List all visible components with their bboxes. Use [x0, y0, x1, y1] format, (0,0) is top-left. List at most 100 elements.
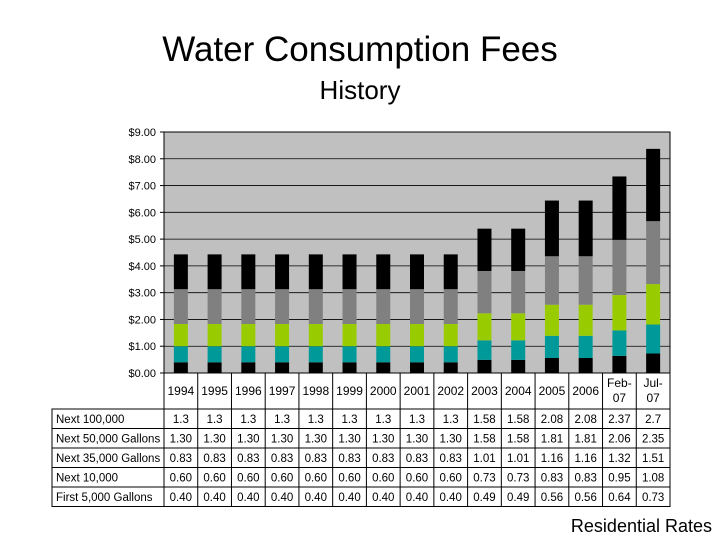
x-category-label: 1994	[168, 384, 195, 398]
bar-segment	[646, 324, 661, 354]
bar-segment	[511, 270, 526, 314]
table-cell: 0.40	[170, 492, 192, 504]
table-cell: 0.40	[271, 492, 293, 504]
x-category-label: Jul-	[643, 376, 662, 390]
table-cell: 1.3	[342, 414, 358, 426]
x-category-label: 1998	[302, 384, 329, 398]
bar-segment	[443, 254, 458, 290]
x-category-label: 2003	[471, 384, 498, 398]
bar-segment	[376, 289, 391, 324]
table-row-label: Next 100,000	[56, 414, 124, 426]
table-cell: 0.83	[372, 453, 394, 465]
table-cell: 0.83	[574, 473, 596, 485]
table-cell: 1.32	[608, 453, 630, 465]
x-category-label: 2002	[437, 384, 464, 398]
bar-segment	[646, 148, 661, 222]
bar-segment	[511, 313, 526, 341]
bar-segment	[275, 323, 290, 347]
bar-segment	[612, 176, 627, 240]
table-cell: 1.3	[443, 414, 459, 426]
y-tick-label: $2.00	[128, 314, 156, 326]
table-cell: 0.60	[271, 473, 293, 485]
table-cell: 2.37	[608, 414, 630, 426]
table-cell: 0.83	[406, 453, 428, 465]
bar-segment	[308, 346, 323, 363]
bar-segment	[544, 256, 559, 305]
table-cell: 1.81	[574, 434, 596, 446]
x-category-label: 2004	[505, 384, 532, 398]
bar-segment	[410, 254, 424, 290]
bar-segment	[477, 313, 492, 341]
table-cell: 0.60	[203, 473, 225, 485]
bar-segment	[544, 200, 559, 257]
bar-segment	[173, 346, 188, 363]
bar-segment	[544, 304, 559, 336]
table-cell: 1.58	[507, 414, 529, 426]
bar-segment	[241, 323, 256, 347]
table-cell: 1.3	[173, 414, 189, 426]
chart-subtitle: History	[319, 75, 401, 105]
bar-segment	[511, 340, 526, 360]
bar-segment	[275, 346, 290, 363]
table-cell: 0.60	[305, 473, 327, 485]
table-cell: 0.60	[237, 473, 259, 485]
table-cell: 0.40	[237, 492, 259, 504]
bar-segment	[443, 289, 458, 324]
table-cell: 2.06	[608, 434, 630, 446]
table-cell: 0.40	[406, 492, 428, 504]
bar-segment	[207, 362, 222, 373]
bar-segment	[241, 362, 256, 373]
bar-segment	[308, 289, 323, 324]
table-cell: 0.60	[440, 473, 462, 485]
bar-segment	[511, 228, 526, 271]
table-cell: 0.40	[440, 492, 462, 504]
x-category-label: 07	[646, 391, 660, 405]
table-cell: 1.16	[541, 453, 563, 465]
bar-segment	[578, 304, 593, 336]
table-cell: 0.95	[608, 473, 630, 485]
table-cell: 1.30	[338, 434, 360, 446]
bar-segment	[342, 346, 357, 363]
table-cell: 2.35	[642, 434, 664, 446]
table-cell: 1.30	[203, 434, 225, 446]
bar-segment	[410, 346, 424, 363]
bar-segment	[410, 323, 424, 347]
bar-segment	[342, 323, 357, 347]
bar-segment	[173, 254, 188, 290]
bar-segment	[477, 359, 492, 373]
table-cell: 0.73	[507, 473, 529, 485]
bar-segment	[342, 254, 357, 290]
table-cell: 1.3	[409, 414, 425, 426]
bar-segment	[612, 330, 627, 356]
table-cell: 1.30	[237, 434, 259, 446]
table-cell: 1.30	[170, 434, 192, 446]
bar-segment	[410, 362, 424, 373]
x-category-label: 1999	[336, 384, 363, 398]
bar-segment	[477, 340, 492, 360]
x-category-label: 07	[613, 391, 627, 405]
table-row-label: Next 10,000	[56, 473, 118, 485]
bar-segment	[275, 289, 290, 324]
y-tick-label: $1.00	[128, 341, 156, 353]
y-tick-label: $3.00	[128, 288, 156, 300]
table-cell: 1.51	[642, 453, 664, 465]
table-cell: 1.30	[372, 434, 394, 446]
table-cell: 1.58	[507, 434, 529, 446]
table-cell: 0.40	[203, 492, 225, 504]
table-cell: 0.83	[541, 473, 563, 485]
x-category-label: 2000	[370, 384, 397, 398]
table-cell: 1.16	[574, 453, 596, 465]
bar-segment	[646, 221, 661, 285]
bar-segment	[241, 254, 256, 290]
bar-segment	[173, 323, 188, 347]
bar-segment	[578, 335, 593, 359]
bar-segment	[646, 284, 661, 325]
table-row-label: First 5,000 Gallons	[56, 492, 153, 504]
x-category-label: 1997	[269, 384, 296, 398]
bar-segment	[477, 270, 492, 314]
bar-segment	[342, 362, 357, 373]
x-category-label: 2001	[404, 384, 431, 398]
x-category-label: 2005	[539, 384, 566, 398]
y-tick-label: $0.00	[128, 368, 156, 380]
